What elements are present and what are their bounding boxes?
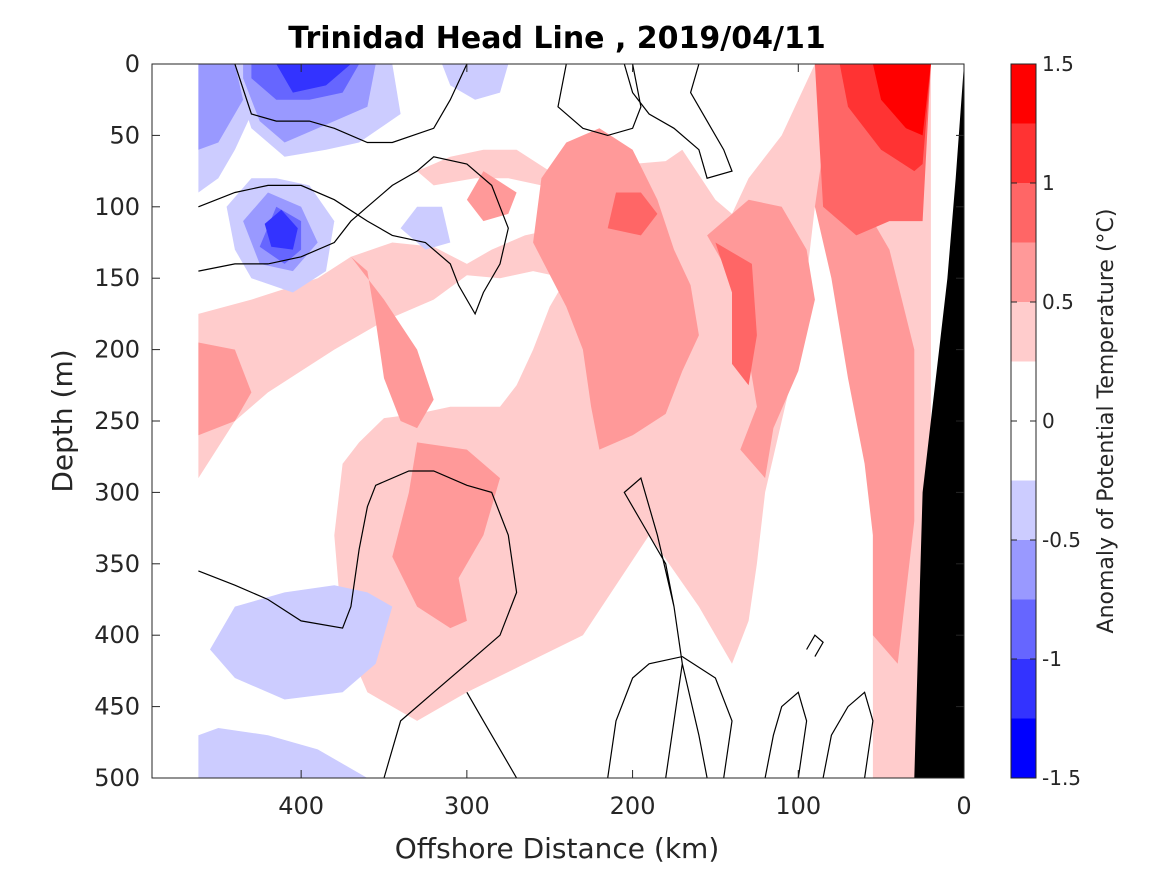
y-tick-label: 150 [94, 264, 140, 292]
zero-contour-10 [806, 634, 824, 657]
zero-contour-4 [198, 470, 518, 778]
zero-contour-2 [557, 64, 642, 137]
zero-contour-5 [466, 692, 518, 778]
y-axis-label: Depth (m) [46, 349, 79, 492]
anomaly-region-4 [392, 442, 500, 629]
y-tick-label: 400 [94, 621, 140, 649]
y-tick-label: 350 [94, 550, 140, 578]
y-tick-label: 500 [94, 764, 140, 792]
anomaly-region-26 [276, 64, 351, 93]
plot-area [152, 64, 964, 778]
anomaly-region-6 [533, 128, 699, 450]
colorbar-swatch [1011, 718, 1036, 778]
y-tick-label: 200 [94, 336, 140, 364]
anomaly-region-27 [264, 209, 298, 250]
zero-contour-8 [764, 691, 808, 778]
anomaly-region-17 [442, 64, 509, 100]
anomaly-region-13 [872, 64, 931, 136]
x-axis-label: Offshore Distance (km) [395, 832, 720, 865]
anomaly-region-18 [400, 206, 451, 250]
y-tick-label: 100 [94, 193, 140, 221]
anomaly-region-21 [198, 64, 244, 150]
anomaly-region-5 [466, 171, 517, 222]
x-tick-label: 100 [775, 792, 821, 820]
colorbar-tick-label: 1.5 [1042, 52, 1074, 76]
anomaly-region-20 [198, 728, 368, 778]
x-tick-label: 0 [956, 792, 971, 820]
x-tick-label: 300 [444, 792, 490, 820]
colorbar-tick-label: 0.5 [1042, 290, 1074, 314]
colorbar-swatch [1011, 242, 1036, 302]
colorbar-swatch [1011, 599, 1036, 659]
zero-contour-1 [234, 64, 468, 144]
colorbar-swatch [1011, 659, 1036, 719]
colorbar-swatch [1011, 183, 1036, 243]
anomaly-region-3 [342, 249, 434, 429]
colorbar-swatch [1011, 480, 1036, 540]
colorbar-tick-label: -1.5 [1042, 766, 1081, 790]
anomaly-region-1 [417, 149, 567, 186]
colorbar-swatch [1011, 64, 1036, 124]
x-tick-label: 400 [278, 792, 324, 820]
y-tick-label: 250 [94, 407, 140, 435]
axes: 400 300 200 100 0 0 50 100 150 200 250 300 350 400 450… [94, 50, 971, 820]
zero-contour-6 [607, 655, 733, 778]
zero-contour-9 [822, 691, 874, 778]
colorbar-tick-label: -1 [1042, 647, 1062, 671]
zero-contour-3 [623, 64, 733, 179]
y-tick-label: 300 [94, 478, 140, 506]
y-tick-label: 0 [125, 50, 140, 78]
y-tick-label: 450 [94, 693, 140, 721]
colorbar-tick-label: 0 [1042, 409, 1055, 433]
y-tick-label: 50 [109, 121, 140, 149]
colorbar-tick-label: 1 [1042, 171, 1055, 195]
zero-contour-0 [198, 156, 509, 316]
chart-title: Trinidad Head Line , 2019/04/11 [288, 21, 825, 56]
anomaly-region-19 [210, 585, 393, 700]
colorbar-label: Anomaly of Potential Temperature (°C) [1094, 209, 1119, 634]
x-tick-label: 200 [610, 792, 656, 820]
colorbar-swatch [1011, 302, 1036, 362]
anomaly-region-9 [607, 192, 658, 236]
colorbar-tick-label: -0.5 [1042, 528, 1081, 552]
colorbar: 1.5 1 0.5 0 -0.5 -1 -1.5 [1010, 52, 1081, 790]
anomaly-region-2 [198, 342, 252, 436]
bathymetry-shelf [914, 64, 964, 778]
colorbar-swatch [1011, 540, 1036, 600]
colorbar-swatch [1011, 123, 1036, 183]
anomaly-region-10 [715, 242, 757, 386]
zero-contour-7 [623, 477, 708, 778]
anomaly-region-8 [814, 149, 915, 664]
